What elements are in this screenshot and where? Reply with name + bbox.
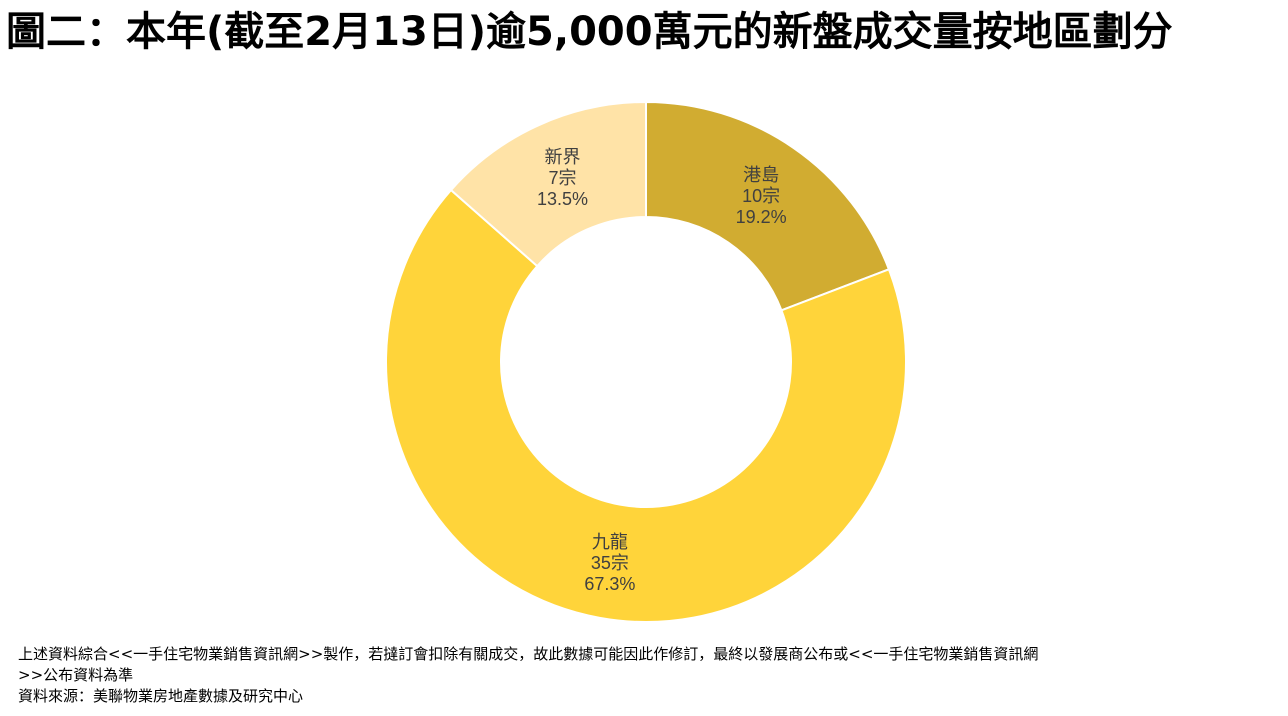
slice-3	[449, 100, 647, 268]
footnote-line-2: >>公布資料為準	[18, 666, 134, 684]
slice-label-3: 新界 7宗 13.5%	[537, 147, 588, 209]
slice-2	[385, 188, 907, 623]
chart-title: 圖二：本年(截至2月13日)逾5,000萬元的新盤成交量按地區劃分	[6, 9, 1173, 55]
slice-1	[645, 100, 891, 312]
footnote-source: 資料來源：美聯物業房地產數據及研究中心	[18, 687, 304, 705]
slice-label-1: 港島 10宗 19.2%	[736, 165, 787, 227]
slice-label-2: 九龍 35宗 67.3%	[584, 532, 635, 594]
footnote-line-1: 上述資料綜合<<一手住宅物業銷售資訊網>>製作，若撻訂會扣除有關成交，故此數據可…	[18, 645, 1039, 663]
footnotes: 上述資料綜合<<一手住宅物業銷售資訊網>>製作，若撻訂會扣除有關成交，故此數據可…	[18, 644, 1280, 707]
donut-chart: 港島 10宗 19.2% 九龍 35宗 67.3% 新界 7宗 13.5%	[385, 100, 907, 623]
